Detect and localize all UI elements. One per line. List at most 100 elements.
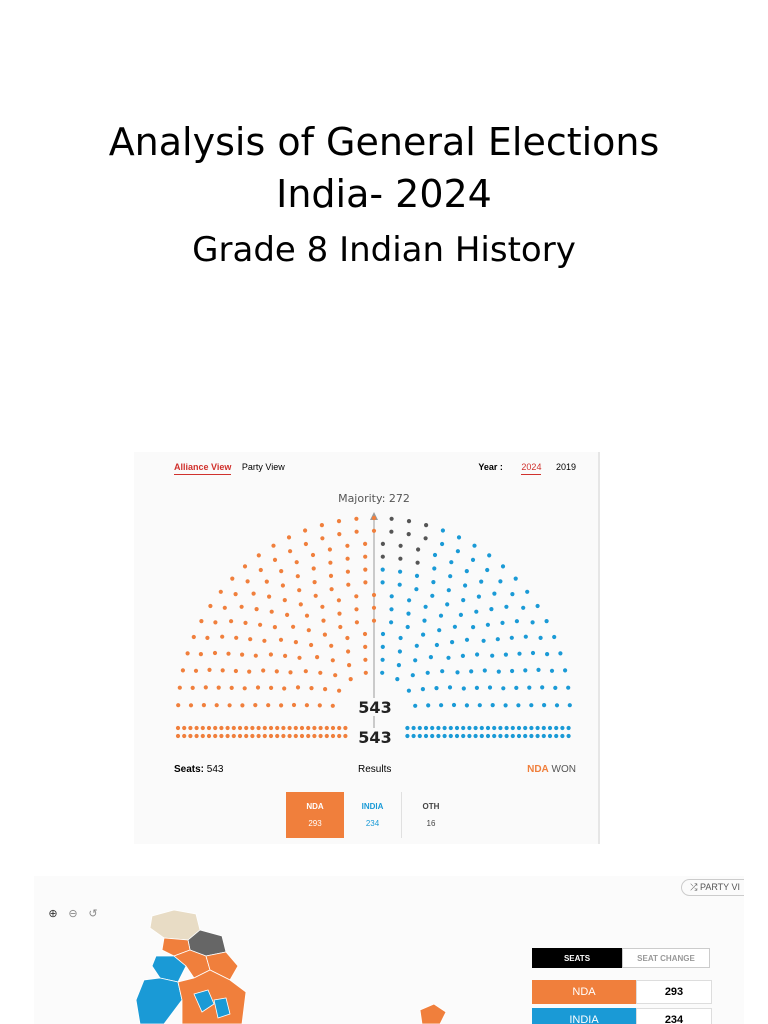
- seat-dot: [406, 688, 411, 693]
- seat-dot: [336, 598, 341, 603]
- seat-dot: [516, 703, 521, 708]
- map-region-up-seat-2[interactable]: [213, 997, 231, 1019]
- bottom-total-bg: [354, 728, 396, 746]
- seat-dot: [474, 609, 479, 614]
- seat-dot: [415, 560, 420, 565]
- year-option-2024[interactable]: 2024: [521, 462, 542, 475]
- seat-dot: [362, 631, 368, 637]
- map-region-uk[interactable]: [205, 951, 239, 981]
- parliament-chart: Majority: 272 543 543: [175, 492, 572, 747]
- year-option-2019[interactable]: 2019: [555, 462, 576, 472]
- seat-dot: [380, 657, 385, 662]
- seat-dot: [509, 635, 514, 640]
- seat-dot: [312, 580, 317, 585]
- seat-dot: [231, 725, 236, 731]
- seat-dot: [414, 573, 420, 578]
- seat-dot: [492, 733, 497, 739]
- tally-nda[interactable]: NDA 293: [286, 792, 344, 838]
- seat-dot: [380, 567, 385, 572]
- seat-dot: [371, 515, 377, 521]
- reset-icon[interactable]: ↺: [88, 907, 98, 920]
- seat-dot: [446, 655, 451, 660]
- seat-dot: [278, 637, 284, 642]
- tab-seats[interactable]: SEATS: [532, 948, 622, 968]
- seat-row-india-value: 234: [636, 1008, 712, 1024]
- map-region-up-seat[interactable]: [193, 989, 215, 1013]
- seat-dot: [345, 569, 350, 574]
- seat-dot: [185, 651, 190, 656]
- seat-dot: [566, 733, 571, 739]
- seat-dot: [395, 677, 400, 682]
- bottom-total-label: 543: [358, 728, 391, 747]
- seat-dot: [200, 725, 205, 731]
- seat-dot: [262, 733, 267, 739]
- seat-dot: [330, 725, 336, 731]
- seat-dot: [514, 619, 519, 624]
- seat-dot: [268, 725, 274, 731]
- seat-dot: [490, 703, 495, 708]
- seat-dot: [286, 535, 292, 540]
- seat-dot: [256, 725, 261, 731]
- tally-oth[interactable]: OTH 16: [402, 792, 460, 838]
- seat-dot: [560, 725, 565, 731]
- seat-dot: [380, 580, 385, 585]
- seat-dot: [244, 733, 249, 739]
- seat-dot: [380, 631, 386, 637]
- seat-dot: [268, 652, 273, 657]
- seat-dot: [182, 733, 187, 739]
- seat-dot: [337, 733, 342, 739]
- tally-india-seats: 234: [365, 819, 380, 828]
- seat-dot: [417, 733, 422, 739]
- party-view-button[interactable]: ⤮ PARTY VI: [681, 879, 744, 896]
- zoom-in-icon[interactable]: ⊕: [48, 907, 58, 920]
- seat-dot: [288, 670, 293, 675]
- seat-row-nda-name: NDA: [532, 980, 636, 1004]
- seat-dot: [397, 649, 402, 654]
- map-region-rajasthan-west[interactable]: [135, 977, 183, 1024]
- tally-india[interactable]: INDIA 234: [344, 792, 402, 838]
- seat-dot: [245, 579, 250, 584]
- seat-dot: [472, 543, 477, 548]
- tab-alliance-view[interactable]: Alliance View: [174, 462, 232, 475]
- seat-dot: [475, 652, 480, 657]
- seat-dot: [345, 556, 350, 561]
- seat-dot: [304, 613, 310, 618]
- seat-dot: [193, 668, 199, 673]
- seat-dot: [258, 567, 263, 573]
- seat-dot: [188, 733, 193, 739]
- seat-dot: [396, 663, 401, 668]
- seat-dot: [180, 668, 185, 673]
- seat-dot: [198, 652, 203, 657]
- seat-dot: [243, 620, 248, 625]
- seat-dot: [188, 725, 193, 731]
- seat-dot: [205, 635, 210, 640]
- map-region-jk[interactable]: [149, 909, 201, 941]
- map-region-up[interactable]: [177, 969, 247, 1024]
- seat-dot: [220, 668, 225, 673]
- seat-dot: [295, 574, 300, 579]
- india-map[interactable]: [134, 904, 474, 1024]
- seat-dot: [225, 725, 230, 731]
- tally-oth-seats: 16: [426, 819, 436, 828]
- seat-dot: [527, 685, 532, 690]
- seat-dot: [306, 725, 311, 731]
- seat-dot: [262, 638, 267, 643]
- seat-dot: [514, 685, 519, 690]
- tab-seat-change[interactable]: SEAT CHANGE: [622, 948, 710, 968]
- seat-dot: [327, 547, 332, 552]
- zoom-out-icon[interactable]: ⊖: [68, 907, 78, 920]
- seat-dot: [343, 725, 348, 731]
- seat-dot: [516, 725, 522, 731]
- seat-dot: [448, 725, 453, 731]
- seat-dot: [431, 580, 436, 585]
- map-region-northeast[interactable]: [419, 1003, 447, 1024]
- seat-dot: [452, 624, 457, 629]
- seat-dot: [239, 604, 244, 609]
- seat-dot: [517, 651, 522, 656]
- seat-dot: [424, 523, 429, 528]
- seat-dot: [242, 686, 247, 691]
- seat-dot: [275, 725, 280, 731]
- seat-dot: [328, 560, 333, 565]
- tab-party-view[interactable]: Party View: [241, 462, 285, 472]
- seat-dot: [554, 725, 559, 731]
